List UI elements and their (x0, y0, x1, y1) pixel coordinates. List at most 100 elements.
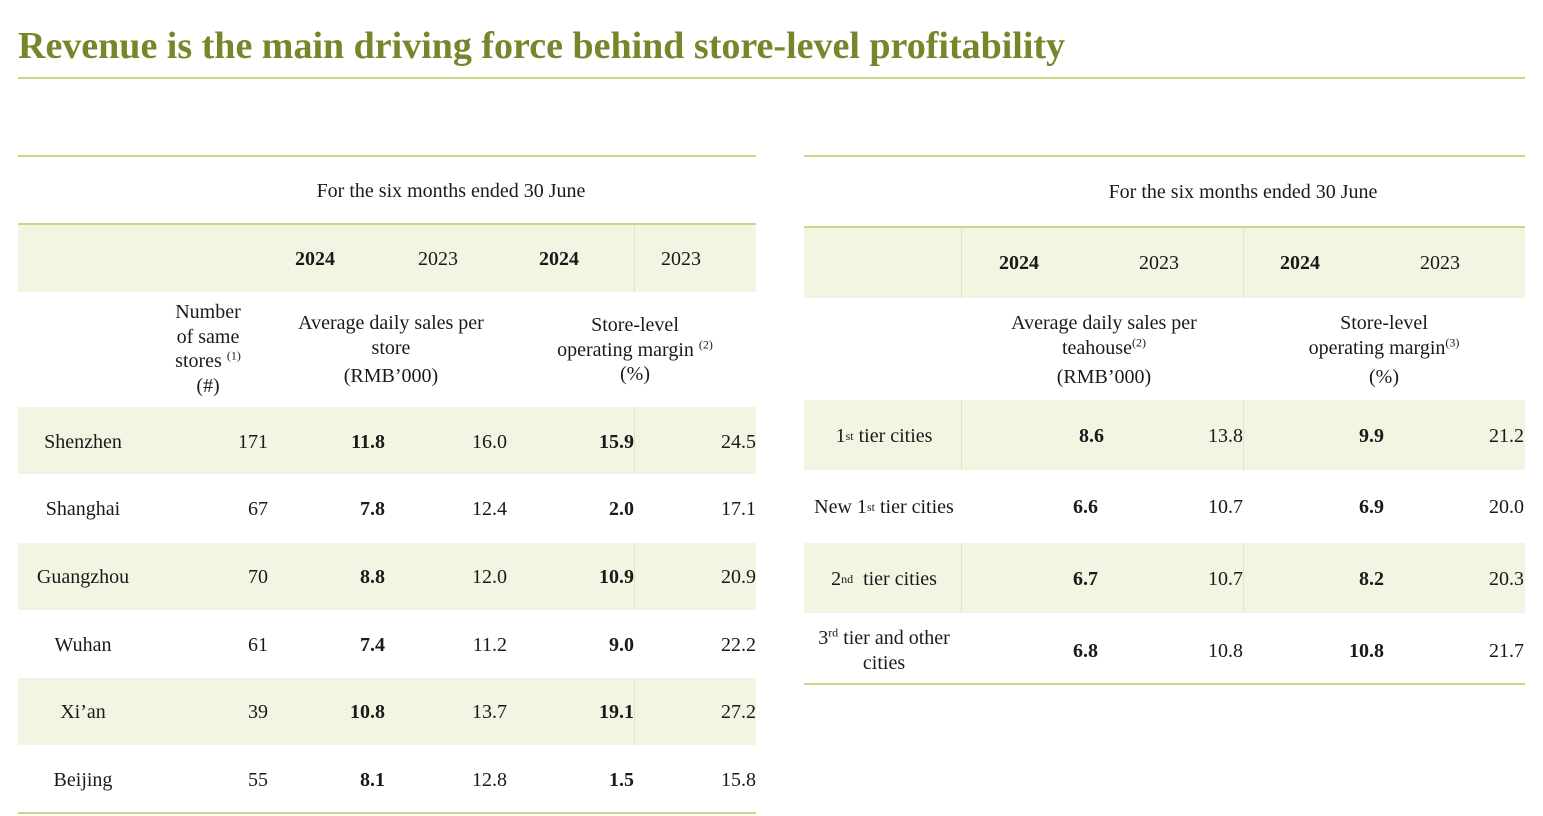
right-row-tier-suffix: tier cities (874, 496, 954, 518)
left-row-stores: 171 (238, 431, 268, 453)
left-year-margin-2023: 2023 (661, 248, 701, 270)
left-margin-header: Store-level operating margin (2) (%) (515, 313, 755, 387)
left-row-city: Beijing (53, 769, 113, 791)
right-sales-header-label: teahouse (1062, 336, 1132, 359)
left-row-margin-2023: 20.9 (721, 566, 756, 588)
left-row-margin-2024: 19.1 (599, 701, 634, 723)
right-year-divider (961, 228, 962, 298)
page-title: Revenue is the main driving force behind… (18, 25, 1066, 67)
right-row-sales-2023: 13.8 (1208, 425, 1243, 447)
left-margin-header-label: operating margin (557, 338, 694, 361)
table-row: Xi’an 39 10.8 13.7 19.1 27.2 (18, 699, 756, 725)
right-row-tier-line2: cities (862, 651, 906, 674)
left-row-margin-2024: 10.9 (599, 566, 634, 588)
left-year-margin-2024: 2024 (539, 248, 579, 270)
right-year-sales-2023: 2023 (1139, 252, 1179, 274)
right-sales-header: Average daily sales per teahouse(2) (RMB… (984, 311, 1224, 390)
left-row-stores: 67 (248, 498, 268, 520)
left-row-margin-2023: 17.1 (721, 498, 756, 520)
right-row-tier-prefix: 2 (831, 568, 842, 590)
table-row: Shenzhen 171 11.8 16.0 15.9 24.5 (18, 429, 756, 455)
left-row-stores: 61 (248, 634, 268, 656)
right-margin-header-line2: operating margin(3) (1264, 336, 1504, 361)
left-row-sales-2023: 12.0 (472, 566, 507, 588)
left-row-city: Shenzhen (44, 431, 122, 453)
right-row-tier-sup: rd (828, 625, 839, 640)
left-stores-header-line1: Number (175, 301, 241, 323)
left-row-sales-2023: 16.0 (472, 431, 507, 453)
table-row: Wuhan 61 7.4 11.2 9.0 22.2 (18, 632, 756, 658)
right-row-sales-2023: 10.7 (1208, 496, 1243, 518)
right-table: For the six months ended 30 June 2024 20… (804, 150, 1525, 710)
right-row-tier-prefix: New 1 (814, 496, 867, 518)
right-band-divider (1243, 543, 1244, 613)
right-row-margin-2023: 21.2 (1489, 425, 1524, 447)
table-row: Guangzhou 70 8.8 12.0 10.9 20.9 (18, 564, 756, 590)
left-year-sales-2024: 2024 (295, 248, 335, 270)
left-row-stores: 39 (248, 701, 268, 723)
right-row-margin-2024: 6.9 (1359, 496, 1384, 518)
left-margin-footnote: (2) (698, 336, 713, 351)
left-table: For the six months ended 30 June 2024 20… (18, 150, 756, 816)
left-row-margin-2023: 27.2 (721, 701, 756, 723)
left-row-margin-2023: 22.2 (721, 634, 756, 656)
right-sales-header-line2: teahouse(2) (984, 336, 1224, 361)
right-sales-header-unit: (RMB’000) (1056, 366, 1152, 388)
table-row: Beijing 55 8.1 12.8 1.5 15.8 (18, 767, 756, 793)
left-sales-header-line2: store (371, 336, 411, 359)
right-margin-header: Store-level operating margin(3) (%) (1264, 311, 1504, 390)
right-table-top-rule (804, 155, 1525, 157)
left-margin-header-unit: (%) (620, 363, 650, 385)
left-row-sales-2024: 7.4 (360, 634, 385, 656)
right-row-tier-line1: 3rd tier and other (804, 626, 964, 651)
right-row-tier-suffix: tier cities (853, 568, 937, 590)
left-margin-header-line1: Store-level (591, 314, 679, 336)
left-row-city: Shanghai (45, 498, 121, 520)
right-sales-header-line1: Average daily sales per (1011, 312, 1197, 334)
left-row-margin-2024: 1.5 (609, 769, 634, 791)
left-sales-header-line1: Average daily sales per (298, 312, 484, 334)
left-band-divider (634, 407, 635, 474)
left-year-sales-2023: 2023 (418, 248, 458, 270)
right-year-margin-2023: 2023 (1420, 252, 1460, 274)
right-row-tier-suffix: tier cities (853, 425, 933, 447)
right-row-margin-2023: 20.3 (1489, 568, 1524, 590)
left-row-margin-2023: 15.8 (721, 769, 756, 791)
right-year-sales-2024: 2024 (999, 252, 1039, 274)
left-stores-header-label: stores (175, 350, 222, 372)
left-row-band-xian (18, 678, 756, 745)
left-period-header: For the six months ended 30 June (316, 180, 586, 202)
right-margin-header-line1: Store-level (1340, 312, 1428, 334)
right-row-sales-2024: 8.6 (1079, 425, 1104, 447)
left-row-stores: 55 (248, 769, 268, 791)
right-row-band-tier1 (804, 400, 1525, 470)
left-stores-header-line3: stores (1) (148, 349, 268, 374)
left-row-sales-2023: 13.7 (472, 701, 507, 723)
right-margin-header-unit: (%) (1369, 366, 1399, 388)
left-row-sales-2024: 7.8 (360, 498, 385, 520)
right-row-margin-2024: 10.8 (1349, 640, 1384, 662)
table-row: Shanghai 67 7.8 12.4 2.0 17.1 (18, 496, 756, 522)
left-table-bottom-rule (18, 812, 756, 814)
right-row-tier: 3rd tier and other cities (804, 626, 964, 675)
left-year-header-band (18, 225, 756, 292)
right-band-divider (1243, 400, 1244, 470)
right-band-divider (961, 400, 962, 470)
left-row-city: Wuhan (54, 634, 112, 656)
left-period-rule (18, 223, 756, 225)
right-period-rule (804, 226, 1525, 228)
left-sales-header: Average daily sales per store (RMB’000) (271, 311, 511, 389)
left-band-divider (634, 678, 635, 745)
left-margin-header-line2: operating margin (2) (515, 338, 755, 363)
left-row-sales-2023: 12.8 (472, 769, 507, 791)
right-row-band-tier2 (804, 543, 1525, 613)
right-row-tier-prefix: 3 (818, 627, 829, 649)
right-sales-footnote: (2) (1131, 334, 1146, 349)
right-row-sales-2024: 6.8 (1073, 640, 1098, 662)
